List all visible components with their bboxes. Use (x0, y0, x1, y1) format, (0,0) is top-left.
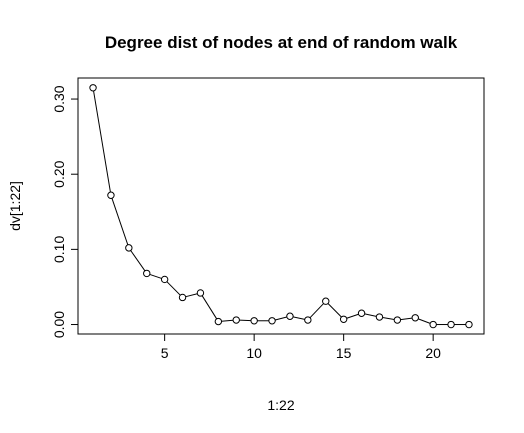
y-axis: 0.00 0.10 0.20 0.30 (51, 85, 78, 338)
data-point (89, 84, 97, 92)
series-segment (185, 293, 198, 298)
chart-title: Degree dist of nodes at end of random wa… (105, 33, 458, 52)
data-point (465, 320, 473, 329)
series-segment (327, 303, 342, 318)
data-point (107, 191, 115, 199)
data-point (357, 309, 366, 317)
data-point (339, 315, 348, 323)
x-axis: 5 10 15 20 (161, 334, 441, 361)
series-segment (93, 90, 111, 193)
series-segment (130, 250, 146, 272)
data-point (232, 316, 240, 324)
plot-frame (77, 77, 485, 335)
x-tick-label: 5 (161, 345, 169, 361)
series-segment (275, 316, 287, 321)
data-point (375, 313, 384, 321)
series-segment (418, 318, 431, 324)
series-segment (166, 281, 181, 296)
data-point (304, 316, 312, 324)
y-tick-label: 0.10 (51, 236, 67, 263)
y-tick-label: 0.20 (51, 160, 67, 187)
series-segment (400, 317, 413, 321)
series-segment (111, 198, 129, 245)
series-segment (201, 295, 218, 320)
series-segment (292, 316, 305, 320)
y-tick-label: 0.00 (51, 311, 67, 338)
series-segment (364, 313, 377, 317)
x-tick-label: 15 (336, 345, 352, 361)
data-point (393, 316, 402, 324)
series-segment (382, 317, 395, 320)
data-point (322, 297, 330, 305)
y-axis-label: dv[1:22] (7, 181, 23, 231)
data-point (286, 312, 294, 320)
data-point (143, 269, 151, 278)
data-point (214, 317, 223, 326)
series-segment (149, 273, 162, 279)
x-tick-label: 20 (425, 345, 441, 361)
data-point (125, 244, 133, 252)
x-axis-label: 1:22 (267, 397, 294, 413)
data-point (250, 317, 258, 325)
data-point (160, 275, 169, 284)
data-point (411, 314, 419, 322)
y-tick-label: 0.30 (51, 85, 67, 112)
series-segment (309, 303, 324, 319)
x-tick-label: 10 (246, 345, 262, 361)
series-segment (346, 313, 359, 319)
series-segment (221, 319, 234, 322)
series-group (89, 84, 473, 329)
data-point (178, 293, 187, 302)
data-point (268, 317, 276, 325)
data-point (429, 320, 437, 329)
data-point (196, 289, 205, 297)
data-point (447, 320, 455, 329)
